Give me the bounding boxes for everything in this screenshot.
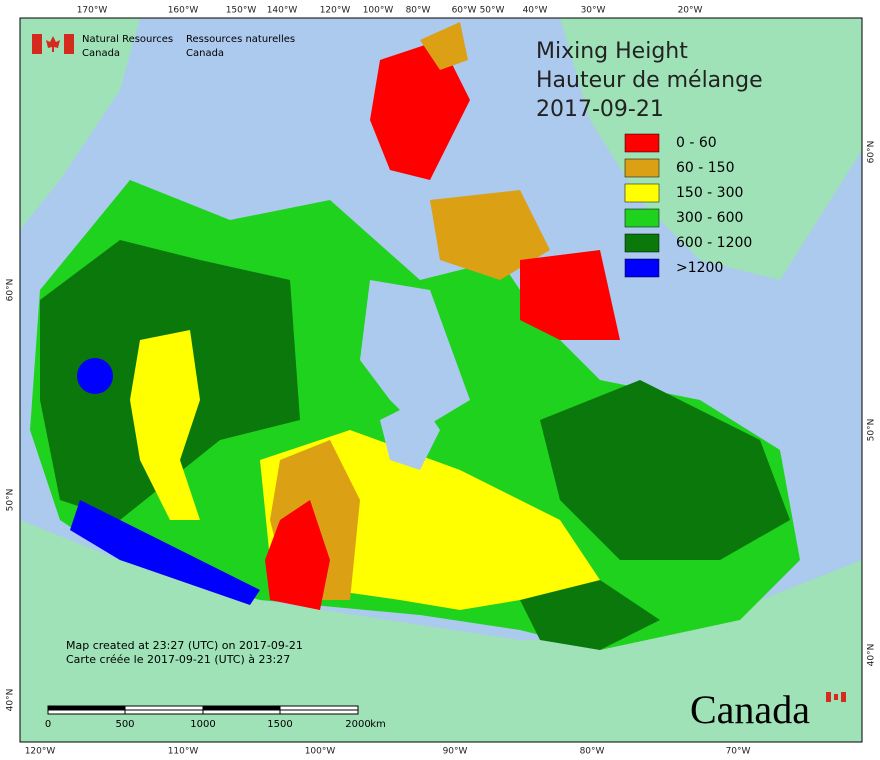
- latitude-label: 60°N: [867, 141, 877, 164]
- zone-60-150: [430, 190, 550, 280]
- scale-label: 1500: [267, 719, 292, 730]
- org-name-en: Natural Resources: [82, 34, 173, 45]
- latitude-label: 60°N: [6, 279, 16, 302]
- longitude-label: 30°W: [581, 6, 606, 16]
- scale-seg: [203, 706, 280, 710]
- legend-swatch: [624, 158, 660, 178]
- credit-line: Map created at 23:27 (UTC) on 2017-09-21: [66, 639, 303, 652]
- zone-0-60: [265, 500, 330, 610]
- longitude-label: 60°W: [452, 6, 477, 16]
- longitude-label: 140°W: [267, 6, 298, 16]
- legend-label: >1200: [676, 260, 723, 276]
- legend-label: 0 - 60: [676, 135, 717, 151]
- zone-60-150: [420, 22, 468, 70]
- longitude-label: 40°W: [523, 6, 548, 16]
- latitude-label: 40°N: [6, 689, 16, 712]
- zone-0-60: [520, 250, 620, 340]
- longitude-label: 70°W: [726, 747, 751, 757]
- legend-label: 600 - 1200: [676, 235, 752, 251]
- longitude-label: 170°W: [77, 6, 108, 16]
- longitude-label: 160°W: [168, 6, 199, 16]
- zone-150-300: [130, 330, 200, 520]
- legend-swatch: [624, 183, 660, 203]
- legend-swatch: [624, 208, 660, 228]
- zone-600-1200: [540, 380, 790, 560]
- longitude-label: 90°W: [443, 747, 468, 757]
- wordmark: Canada: [690, 687, 810, 732]
- flag-bar: [32, 34, 42, 54]
- credit-line: Carte créée le 2017-09-21 (UTC) à 23:27: [66, 653, 290, 666]
- wordmark-flag: [834, 694, 838, 700]
- zone-1200: [70, 500, 260, 605]
- wordmark-flag: [841, 692, 846, 702]
- longitude-label: 150°W: [226, 6, 257, 16]
- flag-bar: [64, 34, 74, 54]
- longitude-label: 50°W: [480, 6, 505, 16]
- org-name-en: Canada: [82, 48, 120, 59]
- org-name-fr: Ressources naturelles: [186, 34, 295, 45]
- greenland: [560, 18, 862, 280]
- zone-0-60: [370, 40, 470, 180]
- legend-label: 60 - 150: [676, 160, 735, 176]
- zone-1200: [77, 358, 113, 394]
- legend-swatch: [624, 133, 660, 153]
- legend-swatch: [624, 233, 660, 253]
- title-line: 2017-09-21: [536, 97, 664, 122]
- legend-swatch: [624, 258, 660, 278]
- zone-600-1200: [520, 580, 660, 650]
- longitude-label: 110°W: [168, 747, 199, 757]
- longitude-label: 100°W: [363, 6, 394, 16]
- longitude-label: 100°W: [305, 747, 336, 757]
- scale-seg: [48, 706, 125, 710]
- longitude-label: 120°W: [320, 6, 351, 16]
- org-name-fr: Canada: [186, 48, 224, 59]
- scale-label: 0: [45, 719, 51, 730]
- latitude-label: 40°N: [867, 644, 877, 667]
- title-line: Mixing Height: [536, 39, 688, 64]
- alaska: [20, 18, 140, 230]
- latitude-label: 50°N: [867, 419, 877, 442]
- legend-label: 150 - 300: [676, 185, 743, 201]
- scale-unit: km: [370, 719, 386, 730]
- map-frame: [19, 17, 863, 743]
- scale-label: 2000: [345, 719, 370, 730]
- hudson-bay: [360, 280, 470, 430]
- latitude-label: 50°N: [6, 489, 16, 512]
- legend-label: 300 - 600: [676, 210, 743, 226]
- maple-leaf: [46, 36, 60, 52]
- longitude-label: 80°W: [406, 6, 431, 16]
- longitude-label: 20°W: [678, 6, 703, 16]
- scale-label: 500: [115, 719, 134, 730]
- longitude-label: 120°W: [25, 747, 56, 757]
- usa: [20, 520, 862, 742]
- scale-label: 1000: [190, 719, 215, 730]
- longitude-label: 80°W: [580, 747, 605, 757]
- wordmark-flag: [826, 692, 831, 702]
- title-line: Hauteur de mélange: [536, 68, 763, 93]
